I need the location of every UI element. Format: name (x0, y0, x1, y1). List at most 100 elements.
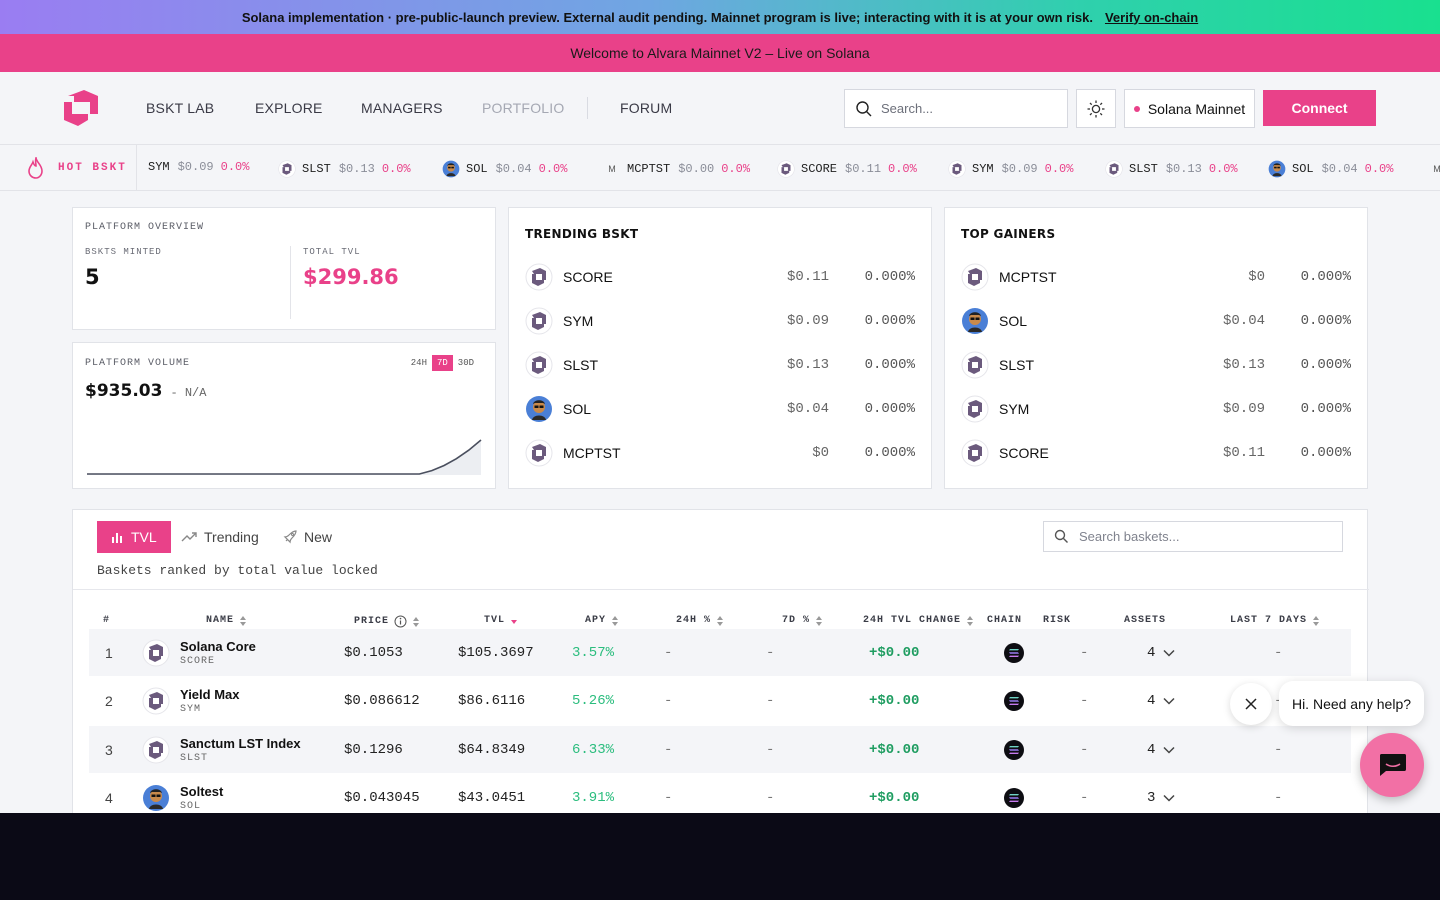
gainers-row[interactable]: MCPTST $0 0.000% (961, 263, 1351, 291)
row-assets[interactable]: 4 (1147, 629, 1175, 676)
verify-onchain-link[interactable]: Verify on-chain (1104, 9, 1199, 25)
row-assets[interactable]: 3 (1147, 775, 1175, 814)
gainers-row[interactable]: SOL $0.04 0.000% (961, 307, 1351, 335)
ticker-item[interactable]: SOL $0.04 0.0% (1268, 160, 1393, 178)
trending-row[interactable]: SYM $0.09 0.000% (525, 307, 915, 335)
avatar-icon (526, 396, 552, 422)
table-row[interactable]: 4 Soltest SOL $0.043045 $43.0451 3.91% - - +$0.0… (89, 775, 1351, 814)
row-tvl-change: +$0.00 (869, 741, 920, 758)
chat-dismiss-button[interactable] (1230, 683, 1272, 725)
basket-change-pct: 0.000% (1300, 269, 1351, 285)
volume-tab-30d[interactable]: 30D (457, 358, 474, 368)
nav-managers[interactable]: MANAGERS (361, 100, 443, 116)
volume-tab-7d[interactable]: 7D (431, 355, 453, 371)
table-row[interactable]: 1 Solana Core SCORE $0.1053 $105.3697 3.57% - -… (89, 629, 1351, 676)
ticker-symbol: SOL (466, 162, 488, 176)
global-search[interactable] (844, 89, 1068, 128)
audit-banner-text: Solana implementation · pre-public-launc… (241, 9, 1093, 25)
hot-bskt-ticker: HOT BSKT SYM $0.09 0.0% SLST $0.13 0.0% SOL $0.… (0, 145, 1440, 191)
ticker-item[interactable]: SCORE $0.11 0.0% (777, 160, 917, 178)
col-last-7-days[interactable]: LAST 7 DAYS (1230, 615, 1320, 626)
row-name-cell[interactable]: Sanctum LST Index SLST (180, 726, 301, 773)
gainers-row[interactable]: SCORE $0.11 0.000% (961, 439, 1351, 467)
hot-bskt-header: HOT BSKT (26, 157, 127, 179)
nav-bskt-lab[interactable]: BSKT LAB (146, 100, 215, 116)
row-assets-count: 4 (1147, 741, 1156, 758)
trending-row[interactable]: SLST $0.13 0.000% (525, 351, 915, 379)
ticker-item[interactable]: SYM $0.09 0.0% (948, 160, 1073, 178)
trending-row[interactable]: SCORE $0.11 0.000% (525, 263, 915, 291)
ticker-item[interactable]: SOL $0.04 0.0% (442, 160, 567, 178)
basket-change-pct: 0.000% (1300, 401, 1351, 417)
network-selector[interactable]: Solana Mainnet (1124, 89, 1255, 128)
row-7d-pct: - (766, 790, 775, 806)
volume-tab-24h[interactable]: 24H (410, 358, 427, 368)
search-icon (856, 100, 872, 116)
alvara-logo-icon[interactable] (62, 90, 100, 126)
row-assets[interactable]: 4 (1147, 678, 1175, 725)
chat-launcher-button[interactable] (1360, 733, 1424, 797)
row-tvl: $86.6116 (458, 693, 526, 709)
solana-chain-icon (1004, 691, 1024, 711)
overview-divider (290, 246, 291, 319)
ticker-price: $0.09 (1001, 162, 1038, 176)
letter-m-icon: M (1433, 164, 1440, 174)
alvara-logo-icon (278, 160, 296, 178)
row-name-cell[interactable]: Yield Max SYM (180, 678, 239, 725)
col-name[interactable]: NAME (206, 615, 247, 626)
nav-explore[interactable]: EXPLORE (255, 100, 323, 116)
global-search-input[interactable] (881, 101, 1061, 116)
col-price[interactable]: PRICE (354, 615, 420, 628)
trending-row[interactable]: MCPTST $0 0.000% (525, 439, 915, 467)
gainers-row[interactable]: SLST $0.13 0.000% (961, 351, 1351, 379)
basket-search[interactable] (1043, 521, 1343, 552)
col-24h[interactable]: 24H % (676, 615, 724, 626)
row-assets[interactable]: 4 (1147, 726, 1175, 773)
row-tvl: $64.8349 (458, 741, 526, 758)
row-name-cell[interactable]: Solana Core SCORE (180, 629, 256, 676)
connect-wallet-button[interactable]: Connect (1263, 90, 1376, 126)
nav-forum[interactable]: FORUM (620, 100, 673, 116)
gainers-row[interactable]: SYM $0.09 0.000% (961, 395, 1351, 423)
top-navbar: BSKT LAB EXPLORE MANAGERS PORTFOLIO FORU… (0, 72, 1440, 145)
ticker-item[interactable]: M MCPTST $0.00 0.0% (603, 160, 750, 178)
chat-greeting-bubble[interactable]: Hi. Need any help? (1279, 681, 1424, 726)
row-name-cell[interactable]: Soltest SOL (180, 775, 223, 814)
col-apy[interactable]: APY (585, 615, 619, 626)
tab-tvl[interactable]: TVL (97, 521, 171, 553)
tab-new[interactable]: New (269, 521, 346, 553)
row-tvl-change: +$0.00 (869, 644, 920, 661)
table-row[interactable]: 3 Sanctum LST Index SLST $0.1296 $64.8349 6.3… (89, 726, 1351, 773)
ticker-item[interactable]: SLST $0.13 0.0% (278, 160, 411, 178)
nav-portfolio[interactable]: PORTFOLIO (482, 100, 565, 116)
avatar-icon (143, 785, 169, 811)
basket-search-input[interactable] (1079, 529, 1329, 544)
basket-name: SYM (999, 401, 1030, 417)
volume-line (87, 439, 482, 475)
ticker-item[interactable]: SLST $0.13 0.0% (1105, 160, 1238, 178)
row-rank: 1 (105, 644, 113, 661)
platform-overview-card: PLATFORM OVERVIEW BSKTS MINTED 5 TOTAL T… (72, 207, 496, 330)
ticker-item[interactable]: M (1428, 160, 1440, 178)
theme-toggle-button[interactable] (1076, 89, 1116, 128)
col-tvl[interactable]: TVL (484, 615, 518, 626)
col-tvl-change[interactable]: 24H TVL CHANGE (863, 615, 974, 626)
basket-name: SOL (563, 401, 592, 417)
trending-row[interactable]: SOL $0.04 0.000% (525, 395, 915, 423)
flame-icon (28, 157, 43, 179)
info-icon[interactable] (394, 615, 407, 628)
table-row[interactable]: 2 Yield Max SYM $0.086612 $86.6116 5.26% - - +$0… (89, 678, 1351, 725)
alvara-logo-icon (1105, 160, 1123, 178)
bar-chart-icon (112, 533, 122, 543)
row-basket-symbol: SOL (180, 801, 202, 812)
ticker-item[interactable]: SYM $0.09 0.0% (148, 160, 249, 174)
col-7d[interactable]: 7D % (782, 615, 823, 626)
ticker-change: 0.0% (1208, 162, 1238, 176)
ticker-price: $0.11 (845, 162, 882, 176)
basket-change-pct: 0.000% (864, 357, 915, 373)
network-label: Solana Mainnet (1147, 100, 1246, 117)
basket-change-pct: 0.000% (864, 269, 915, 285)
row-tvl: $105.3697 (458, 644, 534, 661)
tab-trending[interactable]: Trending (167, 521, 273, 553)
volume-summary: $935.03 - N/A (85, 381, 206, 401)
